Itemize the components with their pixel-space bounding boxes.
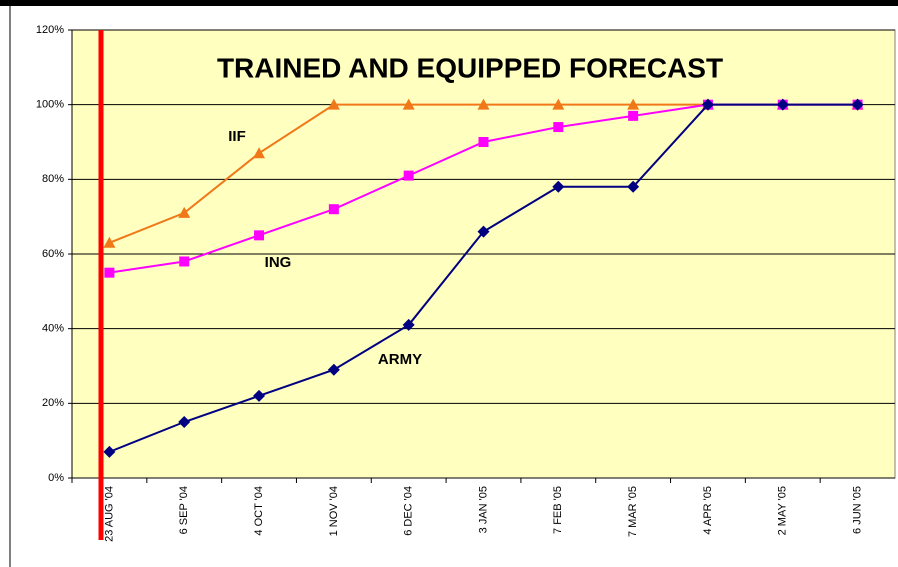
x-tick-label: 4 OCT '04	[253, 486, 265, 536]
marker	[701, 98, 714, 111]
marker	[103, 445, 116, 458]
chart-title: TRAINED AND EQUIPPED FORECAST	[217, 52, 723, 83]
marker	[477, 98, 490, 110]
marker	[327, 363, 340, 376]
marker	[627, 98, 640, 110]
y-tick-label: 40%	[42, 323, 64, 335]
marker	[553, 122, 564, 133]
y-tick-label: 60%	[42, 248, 64, 260]
marker	[403, 170, 414, 181]
marker	[627, 180, 640, 193]
marker	[477, 225, 490, 238]
marker	[402, 98, 415, 110]
marker	[327, 98, 340, 110]
marker	[178, 206, 191, 218]
marker	[776, 98, 789, 111]
x-tick-label: 2 MAY '05	[777, 486, 789, 535]
y-tick-label: 80%	[42, 173, 64, 185]
marker	[179, 256, 190, 267]
marker	[253, 147, 266, 159]
x-tick-label: 4 APR '05	[702, 486, 714, 535]
x-tick-label: 3 JAN '05	[477, 486, 489, 533]
x-tick-label: 1 NOV '04	[328, 486, 340, 536]
x-tick-label: 7 FEB '05	[552, 486, 564, 534]
marker	[552, 180, 565, 193]
y-tick-label: 120%	[36, 24, 64, 36]
marker	[104, 267, 115, 278]
x-tick-label: 7 MAR '05	[627, 486, 639, 537]
marker	[478, 137, 489, 147]
series-label: ARMY	[378, 351, 422, 368]
marker	[103, 236, 116, 248]
series-label: IIF	[228, 128, 246, 145]
x-tick-label: 23 AUG '04	[103, 486, 115, 542]
marker	[402, 318, 415, 331]
top-bar	[0, 0, 898, 6]
y-tick-label: 0%	[48, 472, 64, 484]
marker	[628, 110, 639, 121]
marker	[254, 230, 265, 241]
marker	[328, 204, 339, 215]
marker	[851, 98, 864, 111]
marker	[178, 416, 191, 428]
x-tick-label: 6 DEC '04	[403, 486, 415, 536]
x-tick-label: 6 SEP '04	[178, 486, 190, 534]
marker	[552, 98, 565, 110]
marker	[253, 389, 266, 402]
y-tick-label: 20%	[42, 397, 64, 409]
x-tick-label: 6 JUN '05	[851, 486, 863, 534]
series-label: ING	[265, 254, 292, 271]
y-tick-label: 100%	[36, 99, 64, 111]
